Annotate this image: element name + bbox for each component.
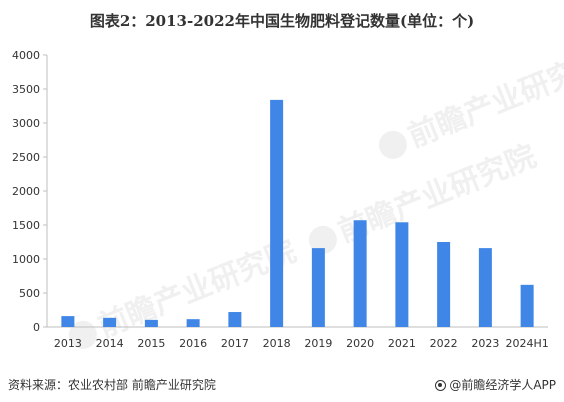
bar	[144, 319, 158, 327]
x-tick-label: 2020	[346, 337, 374, 350]
bar	[270, 99, 284, 327]
x-tick-label: 2015	[137, 337, 165, 350]
x-tick-label: 2016	[179, 337, 207, 350]
x-tick-label: 2014	[96, 337, 124, 350]
bar	[395, 222, 409, 327]
y-tick-label: 2500	[12, 151, 40, 164]
x-tick-label: 2013	[54, 337, 82, 350]
y-tick-label: 2000	[12, 185, 40, 198]
x-tick-label: 2021	[388, 337, 416, 350]
bar	[353, 220, 367, 327]
source-note: 资料来源：农业农村部 前瞻产业研究院	[8, 378, 216, 392]
x-tick-label: 2024H1	[505, 337, 548, 350]
bar	[520, 284, 534, 327]
y-tick-label: 3000	[12, 117, 40, 130]
brand-logo-icon	[435, 380, 447, 391]
y-tick-label: 1500	[12, 219, 40, 232]
y-tick-label: 0	[33, 321, 40, 334]
y-tick-label: 1000	[12, 253, 40, 266]
brand-credit-text: @前瞻经济学人APP	[449, 378, 556, 392]
brand-credit: @前瞻经济学人APP	[435, 376, 556, 393]
x-tick-label: 2019	[304, 337, 332, 350]
x-tick-label: 2023	[471, 337, 499, 350]
x-tick-label: 2017	[221, 337, 249, 350]
bar	[61, 316, 75, 327]
bar	[186, 319, 200, 327]
y-tick-label: 500	[19, 287, 40, 300]
bar	[103, 317, 117, 327]
y-tick-label: 3500	[12, 83, 40, 96]
y-tick-label: 4000	[12, 49, 40, 62]
x-tick-label: 2018	[263, 337, 291, 350]
bar	[437, 242, 451, 327]
x-tick-label: 2022	[430, 337, 458, 350]
bar	[478, 248, 492, 327]
bar	[311, 248, 325, 327]
bar	[228, 312, 242, 327]
chart-title: 图表2：2013-2022年中国生物肥料登记数量(单位：个)	[89, 12, 475, 30]
